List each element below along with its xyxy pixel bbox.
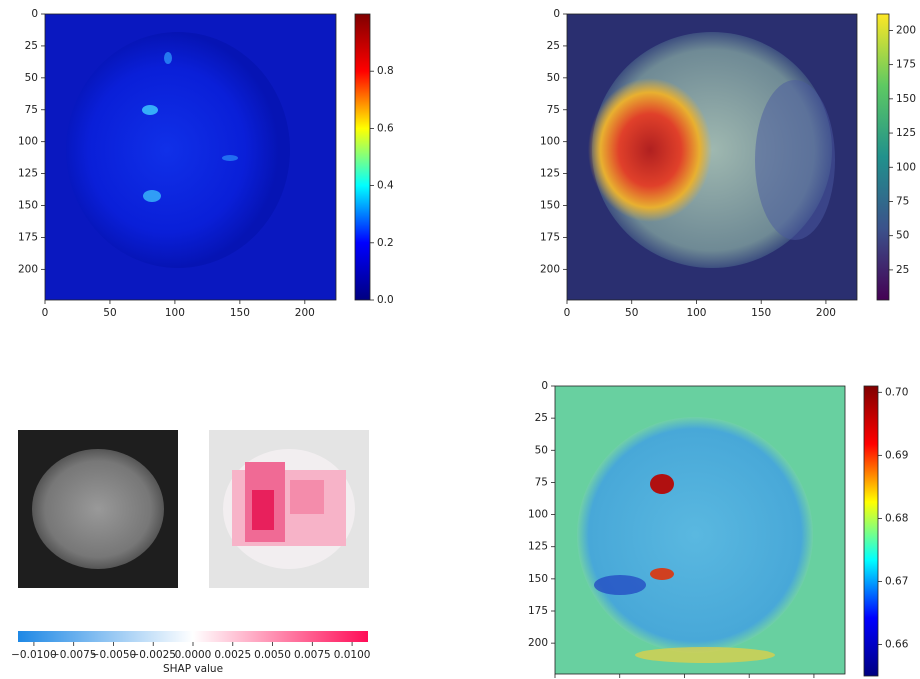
y-tick-label: 25 <box>547 40 560 52</box>
colorbar-label: SHAP value <box>163 663 223 675</box>
colorbar-tick-label: −0.0025 <box>130 649 176 661</box>
y-tick-label: 75 <box>535 476 548 488</box>
colorbar-tick-label: 175 <box>896 59 916 71</box>
colorbar-tick-label: −0.0075 <box>51 649 97 661</box>
y-tick-label: 75 <box>547 104 560 116</box>
colorbar-tick-label: 0.8 <box>377 65 394 77</box>
colorbar-tick-label: 100 <box>896 161 916 173</box>
y-tick-label: 150 <box>528 573 548 585</box>
y-tick-label: 0 <box>541 380 548 392</box>
x-tick-label: 50 <box>625 307 638 319</box>
y-tick-label: 125 <box>18 168 38 180</box>
x-tick-label: 100 <box>686 307 706 319</box>
gradcam-image <box>567 14 857 300</box>
figure: 0 25 50 75 100 125 150 175 200 0 50 100 150 200 0.0 0.2… <box>0 0 920 679</box>
colorbar-tick-label: 0.66 <box>885 638 909 650</box>
x-tick-label: 0 <box>564 307 571 319</box>
y-tick-label: 50 <box>535 444 548 456</box>
colorbar-tick-label: 200 <box>896 24 916 36</box>
colorbar-tick-label: 0.4 <box>377 180 394 192</box>
colorbar-tick-label: 0.70 <box>885 386 908 398</box>
x-tick-label: 150 <box>751 307 771 319</box>
colorbar-tick-label: 125 <box>896 127 916 139</box>
colorbar-tick-label: 25 <box>896 264 909 276</box>
x-tick-label: 200 <box>816 307 836 319</box>
colorbar-tick-label: 0.67 <box>885 575 908 587</box>
y-tick-label: 50 <box>547 72 560 84</box>
y-tick-label: 75 <box>25 104 38 116</box>
y-tick-label: 25 <box>25 40 38 52</box>
colorbar-tick-label: 0.0000 <box>175 649 212 661</box>
colorbar-tick-label: 0.0025 <box>214 649 251 661</box>
colorbar-tick-label: −0.0100 <box>11 649 57 661</box>
colorbar-tick-label: 0.6 <box>377 122 394 134</box>
shap-images <box>18 430 369 588</box>
y-tick-label: 0 <box>31 8 38 20</box>
y-tick-label: 125 <box>528 541 548 553</box>
colorbar-tick-label: −0.0050 <box>91 649 137 661</box>
y-tick-label: 50 <box>25 72 38 84</box>
colorbar <box>864 386 878 676</box>
y-tick-label: 150 <box>540 200 560 212</box>
y-tick-label: 175 <box>18 231 38 243</box>
y-tick-label: 125 <box>540 168 560 180</box>
y-tick-label: 175 <box>540 231 560 243</box>
x-tick-label: 200 <box>295 307 315 319</box>
colorbar-tick-label: 0.2 <box>377 237 394 249</box>
y-tick-label: 0 <box>553 8 560 20</box>
colorbar-tick-label: 75 <box>896 195 909 207</box>
x-tick-label: 100 <box>165 307 185 319</box>
colorbar-tick-label: 0.68 <box>885 512 908 524</box>
colorbar-tick-label: 0.0 <box>377 294 394 306</box>
colorbar-tick-label: 50 <box>896 230 909 242</box>
y-tick-label: 100 <box>18 136 38 148</box>
y-tick-label: 200 <box>540 263 560 275</box>
colorbar <box>877 14 889 300</box>
y-tick-label: 200 <box>528 637 548 649</box>
colorbar-tick-label: 150 <box>896 93 916 105</box>
x-tick-label: 150 <box>230 307 250 319</box>
colorbar-tick-label: 0.69 <box>885 449 908 461</box>
y-tick-label: 25 <box>535 412 548 424</box>
y-tick-label: 150 <box>18 200 38 212</box>
colorbar-tick-label: 0.0100 <box>334 649 371 661</box>
y-tick-label: 100 <box>528 509 548 521</box>
y-tick-label: 175 <box>528 605 548 617</box>
y-tick-label: 100 <box>540 136 560 148</box>
colorbar-tick-label: 0.0050 <box>254 649 291 661</box>
y-tick-label: 200 <box>18 263 38 275</box>
occlusion-image <box>555 386 845 674</box>
colorbar-tick-label: 0.0075 <box>294 649 331 661</box>
colorbar <box>355 14 370 300</box>
x-tick-label: 50 <box>103 307 116 319</box>
saliency-image <box>45 14 336 300</box>
colorbar <box>18 631 368 642</box>
x-tick-label: 0 <box>42 307 49 319</box>
